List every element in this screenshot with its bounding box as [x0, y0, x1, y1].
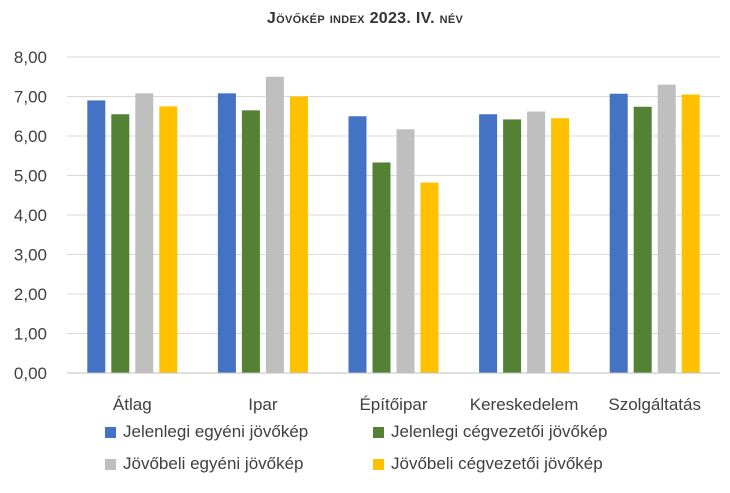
- y-tick-label: 5,00: [14, 167, 47, 186]
- y-tick-label: 4,00: [14, 206, 47, 225]
- bar: [503, 119, 522, 373]
- legend-label: Jelenlegi cégvezetői jövőkép: [391, 422, 608, 441]
- x-tick-label: Átlag: [113, 395, 152, 414]
- legend-label: Jövőbeli cégvezetői jövőkép: [391, 454, 603, 473]
- bar: [551, 118, 570, 373]
- bar: [87, 100, 106, 373]
- x-tick-label: Kereskedelem: [470, 395, 579, 414]
- legend-swatch: [373, 426, 384, 438]
- x-tick-label: Ipar: [248, 395, 278, 414]
- bar: [289, 96, 308, 373]
- y-tick-label: 1,00: [14, 325, 47, 344]
- y-tick-label: 8,00: [14, 48, 47, 67]
- y-tick-label: 6,00: [14, 127, 47, 146]
- bar: [159, 106, 178, 373]
- legend-item: Jelenlegi egyéni jövőkép: [105, 422, 373, 442]
- legend-label: Jelenlegi egyéni jövőkép: [123, 422, 309, 441]
- axes: 0,00 1,00 2,00 3,00 4,00 5,00 6,00 7,00 8,00 Átla…: [14, 48, 720, 414]
- bar: [657, 84, 676, 374]
- bar: [111, 114, 130, 374]
- bar: [265, 76, 284, 373]
- legend-label: Jövőbeli egyéni jövőkép: [123, 454, 304, 473]
- legend-item: Jelenlegi cégvezetői jövőkép: [373, 422, 663, 442]
- chart-title: Jövőkép index 2023. IV. név: [266, 10, 464, 27]
- y-tick-label: 7,00: [14, 88, 47, 107]
- y-tick-label: 3,00: [14, 246, 47, 265]
- legend: Jelenlegi egyéni jövőkép Jelenlegi cégvez…: [105, 422, 665, 474]
- bar: [217, 93, 236, 373]
- bar: [396, 129, 415, 373]
- bar: [420, 182, 439, 373]
- x-tick-label: Szolgáltatás: [608, 395, 701, 414]
- bar: [479, 114, 498, 374]
- y-tick-label: 2,00: [14, 285, 47, 304]
- bar: [527, 111, 546, 373]
- y-tick-label: 0,00: [14, 364, 47, 383]
- bars: [87, 76, 700, 374]
- bar: [681, 94, 700, 374]
- bar: [348, 116, 367, 373]
- legend-item: Jövőbeli cégvezetői jövőkép: [373, 454, 663, 474]
- legend-swatch: [373, 458, 384, 470]
- bar: [633, 106, 652, 374]
- bar: [372, 162, 391, 373]
- legend-item: Jövőbeli egyéni jövőkép: [105, 454, 373, 474]
- x-tick-label: Építőipar: [359, 395, 427, 414]
- legend-swatch: [105, 426, 116, 438]
- legend-swatch: [105, 458, 116, 470]
- bar: [241, 110, 260, 373]
- bar: [135, 93, 154, 373]
- bar: [609, 93, 628, 374]
